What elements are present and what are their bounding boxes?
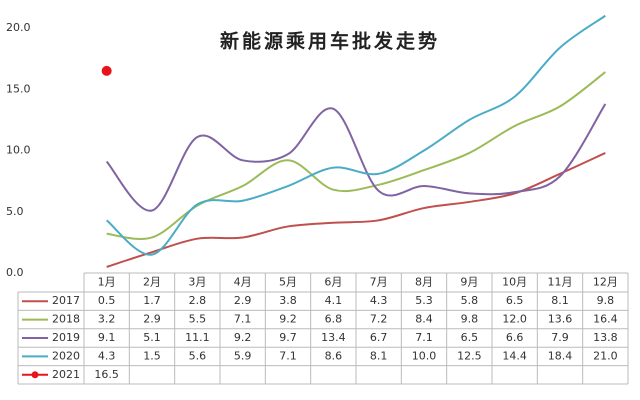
table-cell: 1.5 [143, 349, 161, 362]
x-tick-label: 10月 [502, 276, 527, 289]
table-cell: 7.2 [370, 313, 388, 326]
table-cell: 6.5 [461, 331, 479, 344]
table-cell: 5.1 [143, 331, 161, 344]
table-cell: 16.5 [94, 368, 119, 381]
table-cell: 5.5 [189, 313, 207, 326]
table-cell: 5.3 [415, 294, 433, 307]
table-cell: 9.2 [234, 331, 252, 344]
table-cell: 2.8 [189, 294, 207, 307]
table-cell: 13.4 [321, 331, 346, 344]
legend-label: 2019 [52, 331, 80, 344]
x-tick-label: 11月 [548, 276, 573, 289]
table-cell: 8.1 [370, 349, 388, 362]
y-tick-label: 5.0 [6, 205, 24, 218]
table-cell: 6.7 [370, 331, 388, 344]
x-tick-label: 1月 [98, 276, 116, 289]
table-cell: 13.8 [593, 331, 618, 344]
x-tick-label: 3月 [188, 276, 206, 289]
table-cell: 9.2 [279, 313, 297, 326]
table-cell: 14.4 [502, 349, 527, 362]
series-line [105, 103, 607, 212]
chart-title: 新能源乘用车批发走势 [220, 30, 440, 53]
table-cell: 12.0 [502, 313, 527, 326]
legend-label: 2021 [52, 368, 80, 381]
legend-marker [31, 371, 39, 379]
y-tick-label: 10.0 [6, 144, 31, 157]
table-cell: 12.5 [457, 349, 482, 362]
table-cell: 4.3 [98, 349, 116, 362]
table-cell: 6.6 [506, 331, 524, 344]
table-cell: 6.8 [325, 313, 343, 326]
table-cell: 5.6 [189, 349, 207, 362]
series-line [106, 14, 606, 256]
table-cell: 1.7 [143, 294, 161, 307]
table-cell: 8.4 [415, 313, 433, 326]
x-tick-label: 9月 [460, 276, 478, 289]
table-cell: 13.6 [548, 313, 573, 326]
x-tick-label: 6月 [324, 276, 342, 289]
table-cell: 7.1 [279, 349, 297, 362]
y-tick-label: 0.0 [6, 266, 24, 279]
x-tick-label: 8月 [415, 276, 433, 289]
y-tick-label: 15.0 [6, 82, 31, 95]
table-cell: 11.1 [185, 331, 210, 344]
table-cell: 4.3 [370, 294, 388, 307]
x-tick-label: 7月 [370, 276, 388, 289]
table-cell: 10.0 [412, 349, 437, 362]
table-cell: 7.1 [415, 331, 433, 344]
table-cell: 7.1 [234, 313, 252, 326]
x-tick-label: 12月 [593, 276, 618, 289]
table-cell: 4.1 [325, 294, 343, 307]
table-cell: 8.6 [325, 349, 343, 362]
table-cell: 18.4 [548, 349, 573, 362]
legend-label: 2017 [52, 294, 80, 307]
table-cell: 9.7 [279, 331, 297, 344]
x-tick-label: 4月 [234, 276, 252, 289]
legend-label: 2020 [52, 349, 80, 362]
table-cell: 5.8 [461, 294, 479, 307]
table-cell: 2.9 [143, 313, 161, 326]
table-cell: 0.5 [98, 294, 116, 307]
table-cell: 9.8 [461, 313, 479, 326]
table-cell: 8.1 [551, 294, 569, 307]
table-cell: 7.9 [551, 331, 569, 344]
table-cell: 16.4 [593, 313, 618, 326]
x-tick-label: 5月 [279, 276, 297, 289]
y-tick-label: 20.0 [6, 21, 31, 34]
table-cell: 9.1 [98, 331, 116, 344]
series-line [106, 71, 606, 240]
table-cell: 9.8 [597, 294, 615, 307]
table-cell: 3.8 [279, 294, 297, 307]
x-tick-label: 2月 [143, 276, 161, 289]
table-cell: 6.5 [506, 294, 524, 307]
table-cell: 3.2 [98, 313, 116, 326]
table-cell: 5.9 [234, 349, 252, 362]
data-point [101, 65, 112, 76]
table-cell: 2.9 [234, 294, 252, 307]
legend-label: 2018 [52, 313, 80, 326]
table-cell: 21.0 [593, 349, 618, 362]
